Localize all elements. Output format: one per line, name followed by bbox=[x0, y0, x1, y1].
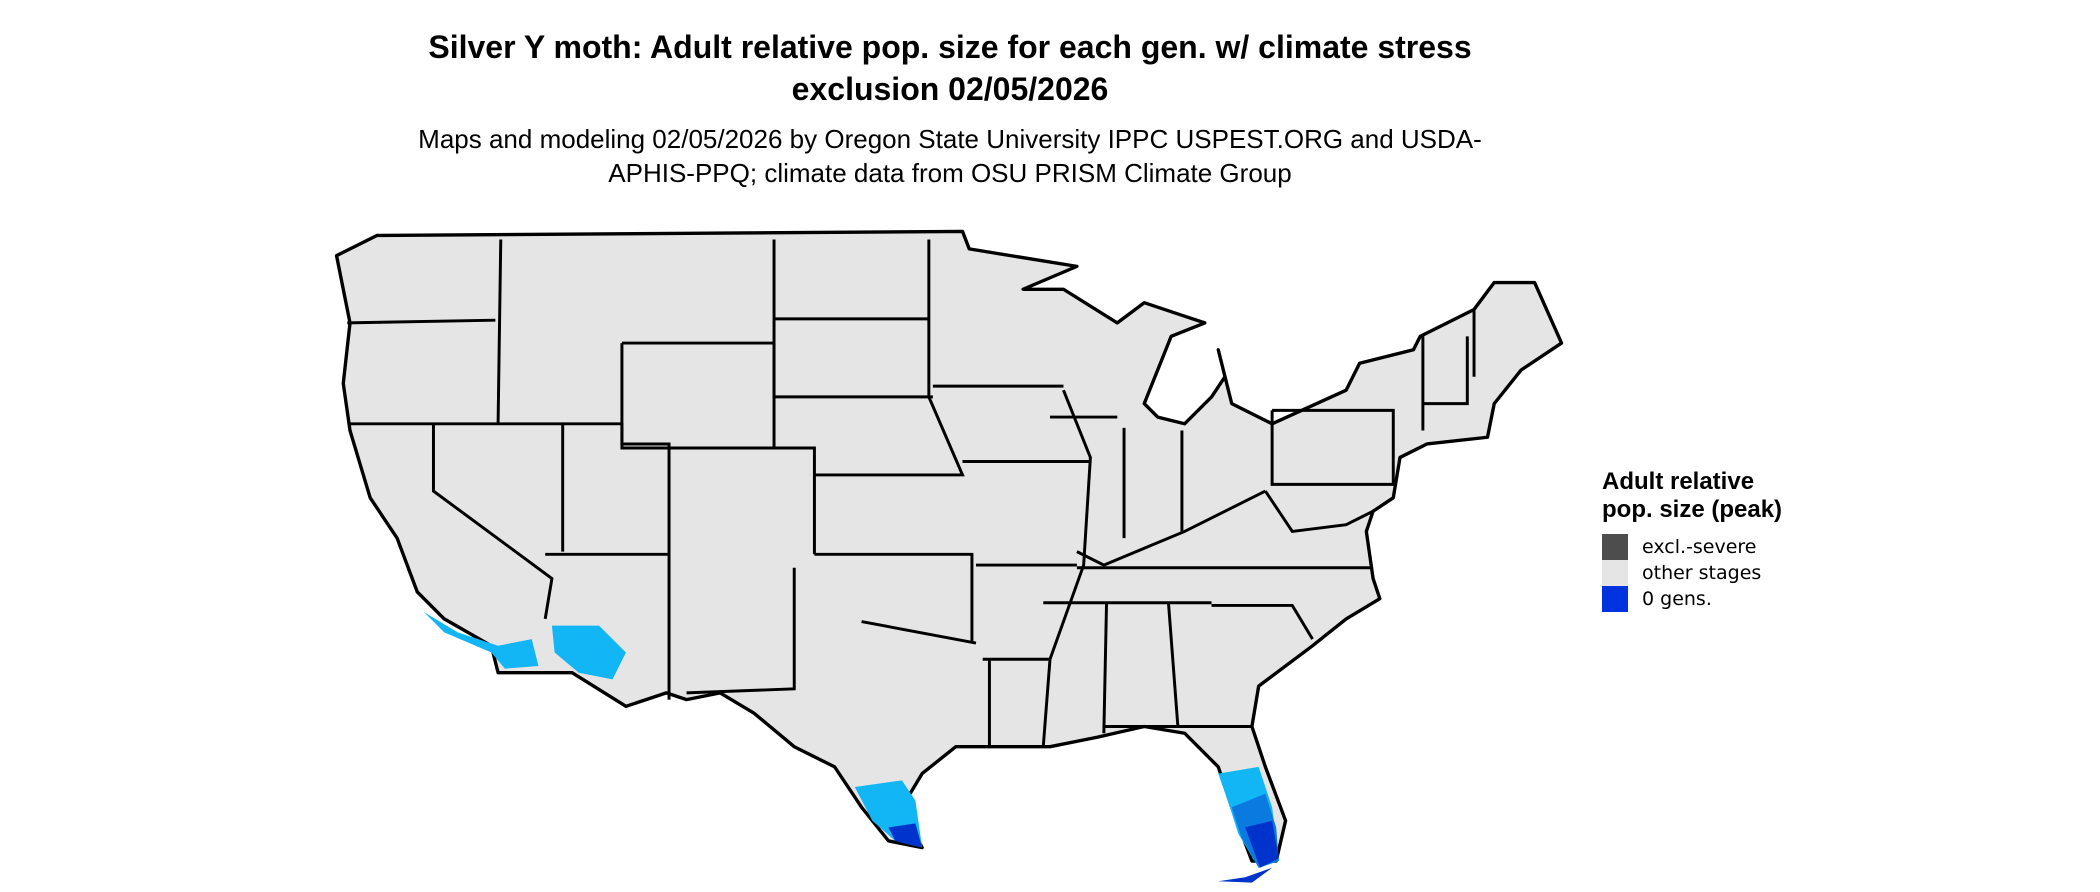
legend-item-excl-severe: excl.-severe bbox=[1602, 534, 1802, 560]
legend-title: Adult relative pop. size (peak) bbox=[1602, 468, 1783, 523]
legend-swatch bbox=[1602, 560, 1628, 586]
legend-item-other-stages: other stages bbox=[1602, 560, 1802, 586]
legend-swatch bbox=[1602, 534, 1628, 560]
map-title: Silver Y moth: Adult relative pop. size … bbox=[428, 29, 1472, 107]
legend-label: 0 gens. bbox=[1642, 588, 1712, 610]
texas-area-dark bbox=[888, 823, 923, 848]
florida-area-dark bbox=[1245, 820, 1279, 868]
legend: Adult relative pop. size (peak) excl.-se… bbox=[1602, 468, 1802, 612]
legend-label: excl.-severe bbox=[1642, 536, 1757, 558]
map-subtitle: Maps and modeling 02/05/2026 by Oregon S… bbox=[418, 124, 1482, 188]
legend-item-0-gens: 0 gens. bbox=[1602, 586, 1802, 612]
california-area bbox=[424, 612, 539, 669]
state-borders bbox=[347, 239, 1476, 747]
florida-keys bbox=[1218, 867, 1273, 883]
zero-gens-areas bbox=[424, 612, 1279, 883]
us-land bbox=[334, 229, 1564, 863]
legend-label: other stages bbox=[1642, 562, 1762, 584]
arizona-area bbox=[551, 625, 626, 680]
legend-swatch bbox=[1602, 586, 1628, 612]
